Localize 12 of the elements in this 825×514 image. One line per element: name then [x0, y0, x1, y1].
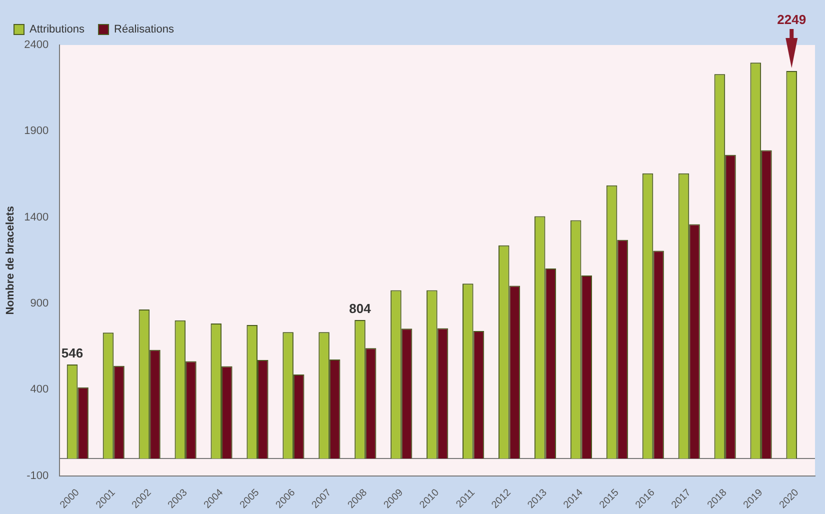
y-tick-label: 400: [30, 384, 49, 396]
y-tick-label: 900: [30, 298, 49, 310]
y-tick-label: 1400: [24, 211, 49, 224]
legend-label: Réalisations: [114, 24, 174, 36]
y-tick-label: -100: [26, 470, 49, 482]
y-axis-title: Nombre de bracelets: [4, 206, 17, 315]
y-tick-label: 2400: [24, 39, 49, 52]
annotation: 804: [349, 301, 372, 316]
annotation: 546: [61, 346, 84, 361]
y-tick-label: 1900: [24, 125, 49, 138]
annotation: 2249: [777, 12, 806, 28]
legend-label: Attributions: [30, 24, 86, 36]
